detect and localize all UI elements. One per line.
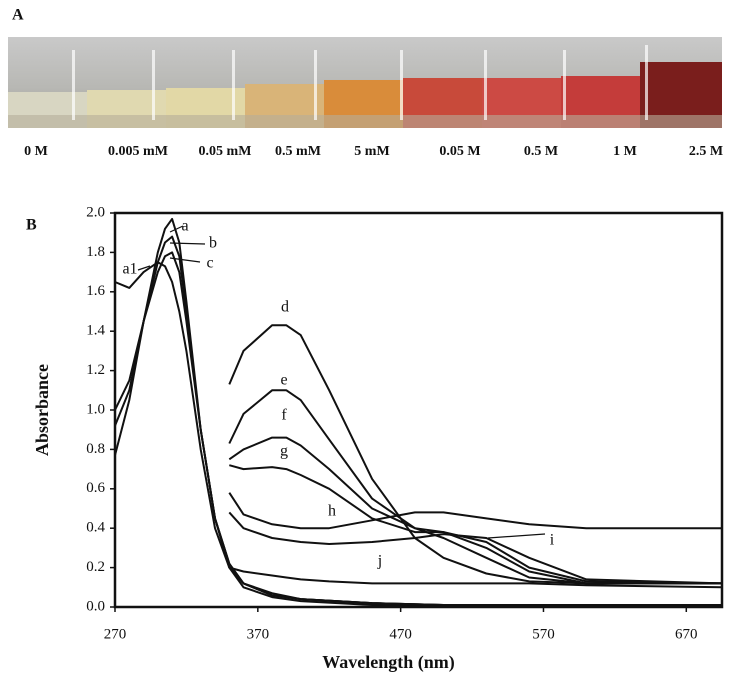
curve-label: i <box>550 532 555 549</box>
sample-label: 1 M <box>613 144 637 159</box>
y-tick-label: 1.0 <box>86 401 105 417</box>
sample-label: 0.005 mM <box>108 144 168 159</box>
x-axis-title: Wavelength (nm) <box>322 652 455 673</box>
label-pointer <box>169 242 206 245</box>
plot-frame <box>113 211 724 609</box>
spectrum-line <box>229 464 723 585</box>
spectrum-line <box>228 511 723 585</box>
curve-label: a <box>181 218 188 235</box>
sample-label: 0.5 mM <box>275 144 321 159</box>
curve-label: b <box>209 235 217 252</box>
y-tick-label: 0.6 <box>86 480 105 496</box>
y-axis-title: Absorbance <box>32 364 52 456</box>
y-tick-label: 0.4 <box>86 520 105 536</box>
y-tick-label: 1.4 <box>86 323 105 339</box>
spectrum-line <box>114 217 722 608</box>
sample-label: 0.05 M <box>439 144 480 159</box>
spectrum-line <box>228 324 722 585</box>
label-pointer <box>169 225 184 233</box>
spectrum-line <box>228 492 722 530</box>
sample-label: 5 mM <box>354 144 389 159</box>
curve-label: e <box>280 372 287 389</box>
sample-label: 0.5 M <box>524 144 558 159</box>
panel-label: B <box>26 217 37 234</box>
label-pointer <box>487 533 546 539</box>
sample-label: 0 M <box>24 144 48 159</box>
vial-photo <box>8 37 722 128</box>
spectrum-line <box>228 389 722 585</box>
y-tick-label: 0.8 <box>86 441 105 457</box>
y-tick-label: 1.8 <box>86 244 105 260</box>
spectrum-line <box>114 251 722 606</box>
curve-label: f <box>281 407 287 424</box>
y-tick-label: 1.6 <box>86 283 105 299</box>
sample-label: 0.05 mM <box>199 144 252 159</box>
curve-label: h <box>328 503 336 520</box>
spectrum-line <box>229 566 723 589</box>
x-tick-label: 270 <box>104 626 127 642</box>
x-tick-label: 470 <box>389 626 412 642</box>
curve-label: a1 <box>122 261 137 278</box>
y-tick-label: 0.0 <box>86 598 105 614</box>
y-tick-label: 1.2 <box>86 362 105 378</box>
spectrum-line <box>114 235 722 606</box>
sample-label: 2.5 M <box>689 144 723 159</box>
curve-label: c <box>206 255 213 272</box>
curve-label: g <box>280 443 288 460</box>
x-tick-label: 670 <box>675 626 698 642</box>
x-tick-label: 570 <box>532 626 555 642</box>
label-pointer <box>169 257 201 263</box>
spectrum-line <box>114 261 722 606</box>
y-tick-label: 2.0 <box>86 204 105 220</box>
panel-label: A <box>12 7 24 24</box>
spectrum-line <box>228 436 722 585</box>
curve-label: j <box>377 553 382 570</box>
y-tick-label: 0.2 <box>86 559 105 575</box>
label-pointer <box>137 265 151 271</box>
curve-label: d <box>281 299 289 316</box>
x-tick-label: 370 <box>247 626 270 642</box>
